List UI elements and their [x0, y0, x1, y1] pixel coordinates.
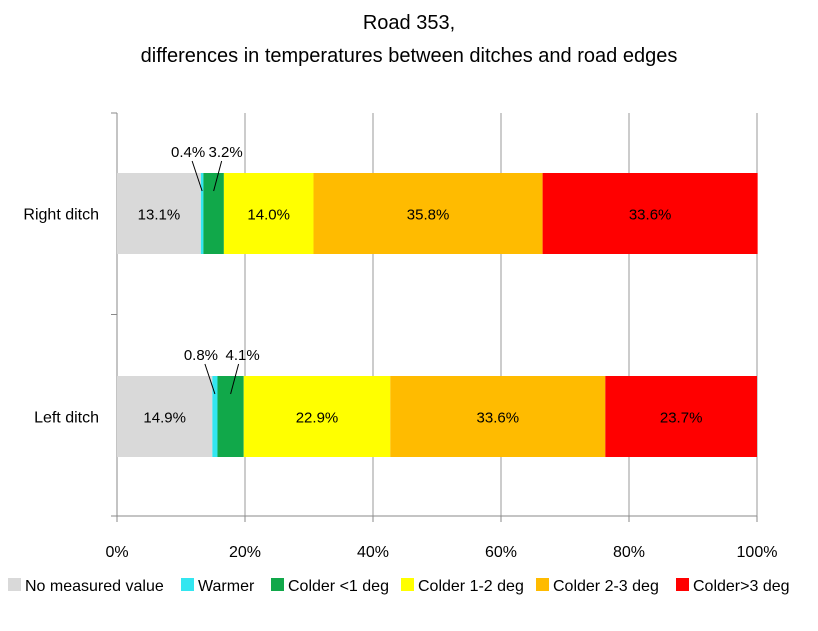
legend-label: Colder>3 deg [693, 578, 790, 595]
data-labels: 13.1% 0.4% 3.2% 14.0% 35.8% 33.6% 14.9% 0.8% 4.1… [138, 144, 703, 427]
legend-swatch [271, 578, 284, 591]
legend-swatch [676, 578, 689, 591]
category-label: Right ditch [23, 207, 99, 224]
data-label: 22.9% [296, 410, 339, 427]
bar-segment [117, 376, 213, 457]
bar-segment [390, 376, 606, 457]
x-tick-label: 40% [357, 544, 389, 561]
leader-line [204, 363, 216, 395]
bar-segment [313, 173, 543, 254]
legend-label: No measured value [25, 578, 164, 595]
x-tick-label: 80% [613, 544, 645, 561]
legend-label: Colder <1 deg [288, 578, 389, 595]
bar-segment [243, 376, 391, 457]
chart-title: Road 353, [363, 12, 455, 34]
data-label: 35.8% [407, 207, 450, 224]
x-tick-label: 0% [105, 544, 128, 561]
x-tick-label: 60% [485, 544, 517, 561]
legend-label: Colder 1-2 deg [418, 578, 524, 595]
legend-swatch [8, 578, 21, 591]
bar-segment [200, 173, 204, 254]
data-label: 13.1% [138, 207, 181, 224]
bar-segment [217, 376, 244, 457]
legend-swatch [401, 578, 414, 591]
x-tick-labels: 0% 20% 40% 60% 80% 100% [105, 544, 777, 561]
chart-subtitle: differences in temperatures between ditc… [141, 45, 678, 67]
data-label: 0.4% [171, 144, 205, 161]
category-label: Left ditch [34, 410, 99, 427]
data-label: 3.2% [209, 144, 243, 161]
data-label: 33.6% [629, 207, 672, 224]
legend: No measured value Warmer Colder <1 deg Cold… [8, 578, 790, 595]
legend-swatch [181, 578, 194, 591]
bar-segment [203, 173, 224, 254]
category-labels: Right ditch Left ditch [23, 207, 99, 427]
bar-segment [223, 173, 314, 254]
data-label: 4.1% [225, 347, 259, 364]
data-label: 0.8% [184, 347, 218, 364]
leader-line [191, 160, 203, 192]
bar-segment [212, 376, 218, 457]
data-label: 14.0% [247, 207, 290, 224]
data-label: 14.9% [143, 410, 186, 427]
data-label: 33.6% [477, 410, 520, 427]
legend-label: Warmer [198, 578, 255, 595]
legend-swatch [536, 578, 549, 591]
bar-segment [605, 376, 757, 457]
x-tick-label: 100% [737, 544, 778, 561]
bar-segment [542, 173, 758, 254]
data-label: 23.7% [660, 410, 703, 427]
bar-segment [117, 173, 201, 254]
leader-line [230, 363, 240, 395]
x-tick-label: 20% [229, 544, 261, 561]
bars [117, 173, 758, 457]
leader-line [213, 160, 223, 192]
legend-label: Colder 2-3 deg [553, 578, 659, 595]
